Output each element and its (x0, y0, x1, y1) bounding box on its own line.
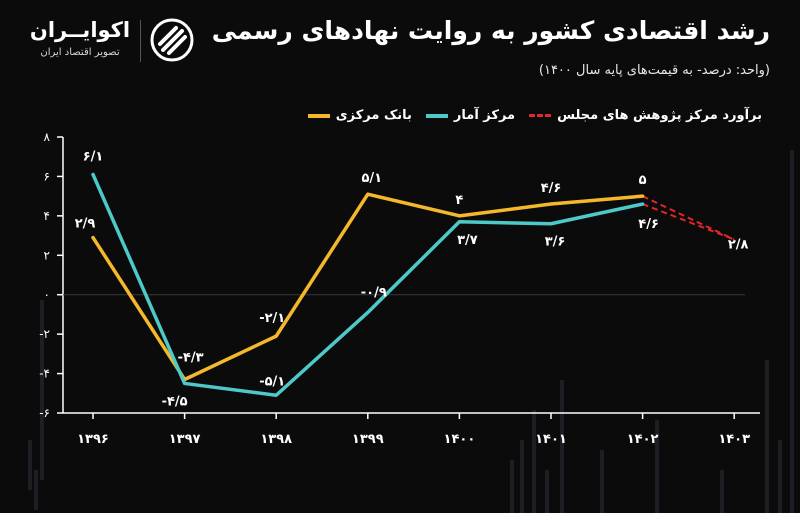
y-tick-label: ۴ (44, 209, 50, 223)
legend-swatch-central-bank (307, 113, 330, 118)
background-bar (34, 470, 38, 510)
data-label-central-bank: -۲/۱ (259, 311, 285, 326)
data-label-central-bank: ۵/۱ (361, 171, 382, 186)
y-tick-label: -۲ (39, 327, 50, 341)
data-label-statistics-center: ۳/۷ (457, 233, 478, 248)
background-bar (28, 440, 32, 490)
logo: اکوایــران تصویر اقتصاد ایران (28, 16, 198, 66)
background-bar (600, 450, 604, 513)
logo-name: اکوایــران (29, 18, 131, 42)
data-label-central-bank: ۲/۹ (75, 217, 96, 232)
legend-item-central-bank: بانک مرکزی (307, 108, 412, 123)
logo-divider (140, 20, 141, 62)
ecoiran-logo-icon (150, 18, 194, 62)
legend-swatch-majlis-forecast (529, 114, 552, 117)
background-bar (720, 470, 724, 513)
data-label-central-bank: ۴ (455, 193, 463, 208)
data-label-majlis-forecast: ۲/۸ (728, 238, 749, 253)
y-tick-label: -۴ (39, 367, 50, 381)
y-tick-label: ۸ (44, 130, 51, 144)
background-bar (532, 410, 536, 513)
legend-label-statistics-center: مرکز آمار (453, 108, 516, 123)
legend-item-majlis-forecast: برآورد مرکز پژوهش های مجلس (529, 108, 762, 123)
x-tick-label: ۱۴۰۲ (627, 432, 659, 447)
legend-label-majlis-forecast: برآورد مرکز پژوهش های مجلس (557, 108, 762, 123)
x-tick-label: ۱۴۰۳ (718, 432, 750, 447)
background-bar (655, 420, 659, 513)
data-label-statistics-center: ۴/۶ (638, 217, 659, 232)
y-tick-label: ۶ (44, 169, 50, 183)
x-tick-label: ۱۳۹۹ (352, 432, 384, 447)
background-bar (520, 440, 524, 513)
data-label-central-bank: -۴/۳ (178, 350, 204, 365)
background-bar (765, 360, 769, 513)
data-label-central-bank: ۵ (639, 173, 647, 188)
y-tick-label: ۰ (44, 288, 50, 302)
y-tick-label: -۶ (39, 406, 50, 420)
legend-label-central-bank: بانک مرکزی (335, 108, 412, 123)
data-label-statistics-center: -۰/۹ (361, 285, 387, 300)
legend-item-statistics-center: مرکز آمار (425, 108, 516, 123)
data-label-statistics-center: ۳/۶ (545, 235, 566, 250)
y-tick-label: ۲ (44, 248, 50, 262)
logo-tagline: تصویر اقتصاد ایران (40, 47, 120, 58)
chart-title: رشد اقتصادی کشور به روایت نهادهای رسمی (211, 16, 770, 45)
x-tick-label: ۱۴۰۱ (535, 432, 567, 447)
forecast-segment (642, 203, 735, 241)
forecast-segment (642, 195, 735, 241)
x-tick-label: ۱۳۹۶ (77, 432, 109, 447)
data-label-statistics-center: ۶/۱ (83, 149, 104, 164)
x-tick-label: ۱۳۹۸ (260, 432, 292, 447)
chart-legend: بانک مرکزی مرکز آمار برآورد مرکز پژوهش ه… (307, 108, 762, 123)
background-bar (778, 440, 782, 513)
background-bar (545, 470, 549, 513)
legend-swatch-statistics-center (425, 113, 448, 118)
x-tick-label: ۱۴۰۰ (444, 432, 476, 447)
x-tick-label: ۱۳۹۷ (169, 432, 201, 447)
background-bar (510, 460, 514, 513)
data-label-statistics-center: -۵/۱ (259, 374, 285, 389)
data-label-central-bank: ۴/۶ (541, 181, 562, 196)
chart-subtitle: (واحد: درصد- به قیمت‌های پایه سال ۱۴۰۰) (538, 63, 770, 78)
background-bar (790, 150, 794, 513)
series-line-statistics-center (91, 172, 645, 398)
data-label-statistics-center: -۴/۵ (162, 394, 188, 409)
background-bar (560, 380, 564, 513)
background-bar (40, 300, 44, 480)
